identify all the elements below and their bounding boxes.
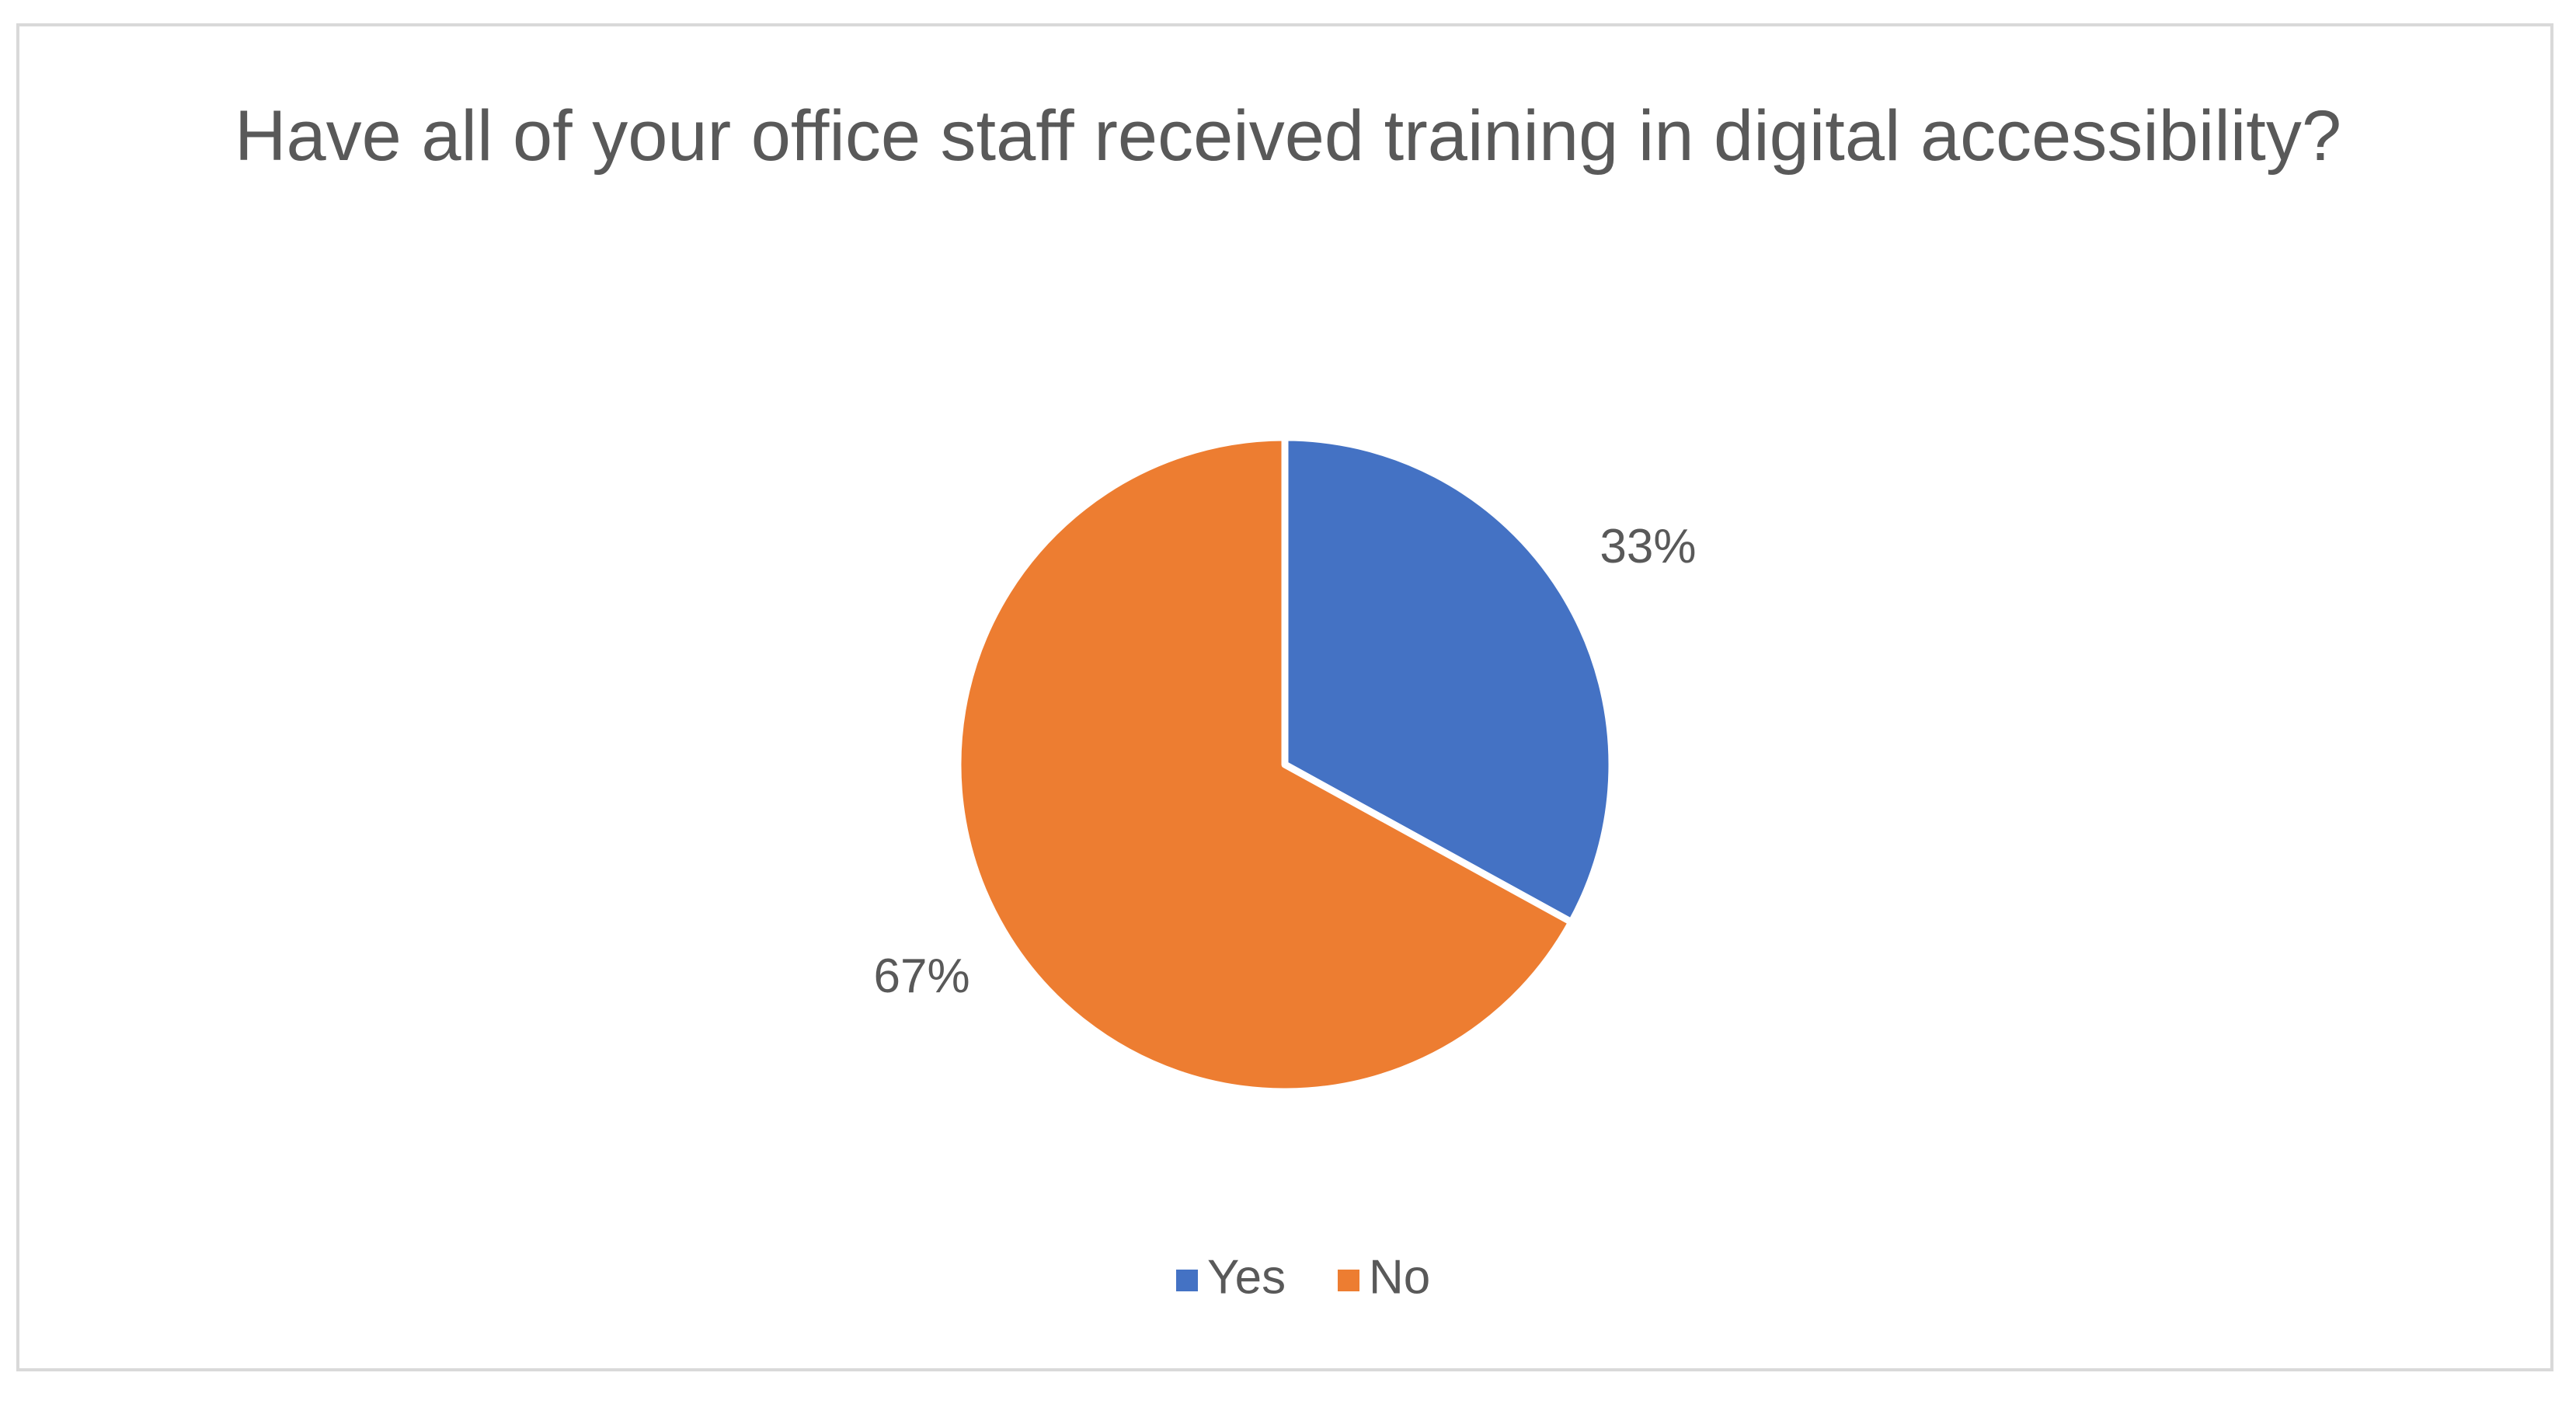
pie-slice [1281,434,1616,926]
legend-label: No [1369,1250,1430,1304]
legend-swatch [1338,1270,1359,1291]
legend-swatch [1176,1270,1198,1291]
chart-title: Have all of your office staff received t… [235,96,2341,176]
chart-frame [16,23,2553,1371]
data-label: 33% [1600,520,1696,573]
pie-slice [954,434,1575,1096]
data-label: 67% [873,949,969,1003]
legend-label: Yes [1207,1250,1286,1304]
